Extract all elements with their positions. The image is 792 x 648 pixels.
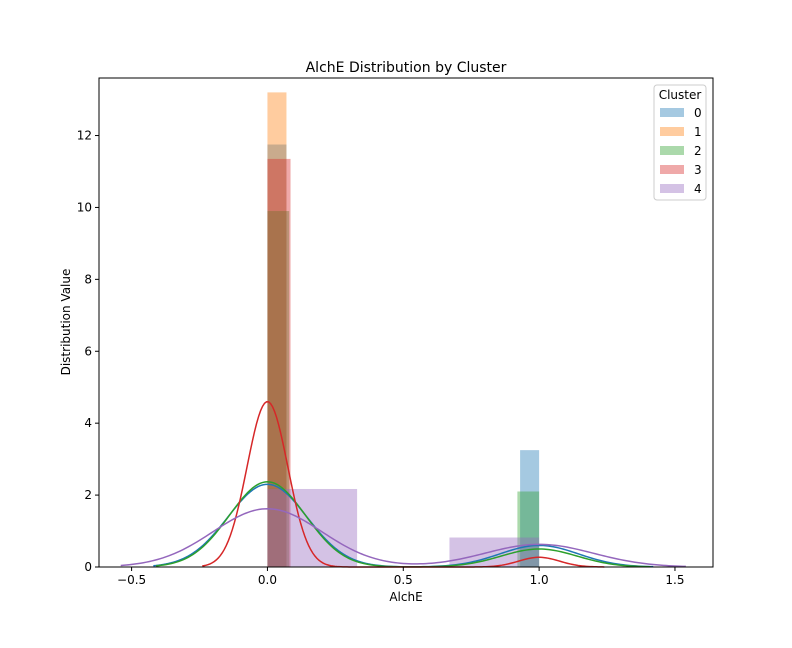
x-tick-label: 1.0: [530, 573, 549, 587]
y-axis-label: Distribution Value: [59, 269, 73, 376]
legend-label-4: 4: [694, 182, 702, 196]
legend-swatch-0: [660, 108, 684, 117]
hist-bar-cluster-0: [267, 144, 287, 568]
y-tick-label: 6: [84, 344, 92, 358]
x-tick-label: 0.5: [394, 573, 413, 587]
legend-entries: 0 1 2 3 4: [660, 106, 702, 196]
x-tick-label: −0.5: [117, 573, 146, 587]
legend: Cluster 0 1 2 3 4: [653, 84, 707, 201]
x-axis-label: AlchE: [389, 590, 422, 604]
y-tick-label: 2: [84, 488, 92, 502]
kde-curve-cluster-4: [120, 507, 686, 568]
legend-title: Cluster: [659, 88, 702, 102]
legend-label-3: 3: [694, 163, 702, 177]
y-tick-label: 4: [84, 416, 92, 430]
x-tick-label: 1.5: [665, 573, 684, 587]
y-tick-label: 12: [77, 129, 92, 143]
x-tick-label: 0.0: [258, 573, 277, 587]
legend-swatch-3: [660, 165, 684, 174]
legend-label-1: 1: [694, 125, 702, 139]
legend-label-0: 0: [694, 106, 702, 120]
histogram-bars: [267, 92, 540, 568]
hist-bar-cluster-3: [267, 158, 291, 567]
hist-bar-cluster-2: [267, 211, 290, 568]
y-tick-label: 8: [84, 272, 92, 286]
plot-area: [98, 77, 714, 568]
y-tick-label: 0: [84, 560, 92, 574]
chart-title: AlchE Distribution by Cluster: [306, 60, 507, 76]
x-axis: −0.5 0.0 0.5 1.0 1.5: [117, 567, 685, 587]
legend-swatch-1: [660, 127, 684, 136]
hist-bar-cluster-2: [517, 491, 540, 567]
y-axis: 0 2 4 6 8 10 12: [77, 129, 99, 574]
legend-label-2: 2: [694, 144, 702, 158]
hist-bar-cluster-4: [449, 537, 540, 567]
legend-box: [653, 84, 707, 201]
legend-swatch-2: [660, 146, 684, 155]
legend-swatch-4: [660, 184, 684, 193]
plot-frame: [98, 77, 714, 568]
hist-bar-cluster-1: [267, 92, 287, 567]
y-tick-label: 10: [77, 200, 92, 214]
hist-bar-cluster-0: [520, 450, 540, 567]
